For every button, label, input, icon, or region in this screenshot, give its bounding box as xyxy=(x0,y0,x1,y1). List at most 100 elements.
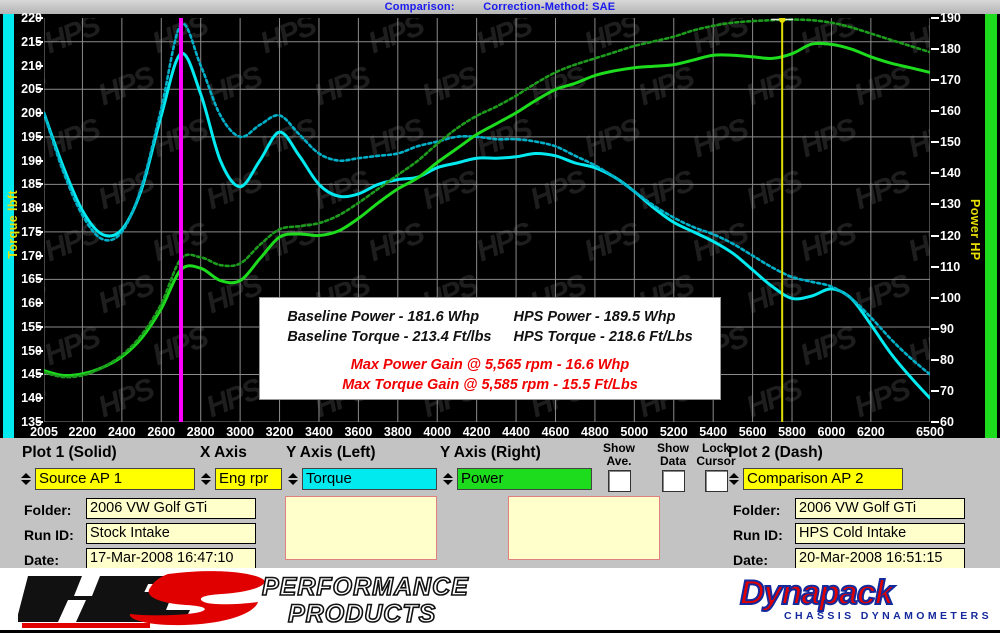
hps-tagline-line1: PERFORMANCE xyxy=(261,573,469,602)
checkbox-show-ave[interactable] xyxy=(608,470,631,492)
right-axis-color-bar xyxy=(985,14,997,438)
plot2-source-select[interactable]: Comparison AP 2 xyxy=(743,468,903,490)
x-axis-tick-label: 6200 xyxy=(856,425,885,439)
yaxis-left-header: Y Axis (Left) xyxy=(286,444,376,461)
xaxis-header: X Axis xyxy=(200,444,247,461)
x-axis-tick-label: 2005 xyxy=(30,425,58,439)
baseline-results-column: Baseline Power - 181.6 Whp Baseline Torq… xyxy=(287,307,491,347)
max-torque-gain-text: Max Torque Gain @ 5,585 rpm - 15.5 Ft/Lb… xyxy=(342,377,638,393)
dynapack-logo: Dynapack CHASSIS DYNAMOMETERS xyxy=(739,573,989,626)
max-power-gain-text: Max Power Gain @ 5,565 rpm - 16.6 Whp xyxy=(350,357,630,373)
right-axis-tick-label: 140 xyxy=(940,166,961,181)
hps-logo: PERFORMANCE PRODUCTS xyxy=(16,570,478,628)
right-axis-tick-mark xyxy=(931,421,939,423)
right-axis-tick-mark xyxy=(931,203,939,206)
dynapack-wordmark: Dynapack xyxy=(739,573,895,613)
right-axis-tick-mark xyxy=(931,141,939,144)
footer-logos: PERFORMANCE PRODUCTS Dynapack CHASSIS DY… xyxy=(0,568,1000,630)
plot2-source-spinner[interactable] xyxy=(726,468,742,490)
xaxis-spinner[interactable] xyxy=(198,468,214,490)
hps-results-column: HPS Power - 189.5 Whp HPS Torque - 218.6… xyxy=(514,307,693,347)
x-axis-tick-label: 2800 xyxy=(186,425,215,439)
yaxis-left-select[interactable]: Torque xyxy=(302,468,437,490)
chevron-up-icon xyxy=(288,473,298,478)
left-axis-tick-label: 165 xyxy=(21,272,42,287)
x-axis-tick-label: 5600 xyxy=(738,425,767,439)
x-axis-tick-label: 4200 xyxy=(462,425,491,439)
left-axis-tick-mark xyxy=(36,230,43,233)
right-axis-tick-mark xyxy=(931,79,939,82)
left-axis-tick-mark xyxy=(36,159,43,162)
right-axis-tick-mark xyxy=(931,172,939,175)
baseline-power-text: Baseline Power - 181.6 Whp xyxy=(287,309,480,325)
checkbox-label2-lock-cursor: Cursor xyxy=(696,454,736,468)
checkbox-label-show-ave: Show xyxy=(603,441,635,455)
chevron-up-icon xyxy=(729,473,739,478)
right-runid-field[interactable]: HPS Cold Intake xyxy=(795,523,965,544)
x-axis-tick-label: 3600 xyxy=(344,425,373,439)
x-axis-tick-label: 2600 xyxy=(147,425,176,439)
title-bar-text: Comparison: Correction-Method: SAE xyxy=(0,0,1000,14)
left-axis-tick-label: 205 xyxy=(21,82,42,97)
yaxis-left-spinner[interactable] xyxy=(285,468,301,490)
chevron-down-icon xyxy=(443,480,453,485)
right-date-label: Date: xyxy=(733,552,769,568)
x-axis-tick-label: 4400 xyxy=(502,425,530,439)
left-axis-tick-mark xyxy=(36,183,43,186)
left-date-label: Date: xyxy=(24,552,60,568)
left-axis-tick-mark xyxy=(36,135,43,138)
checkbox-show-data[interactable] xyxy=(662,470,685,492)
xaxis-select[interactable]: Eng rpr xyxy=(215,468,282,490)
left-axis-tick-mark xyxy=(36,112,43,115)
right-axis-tick-label: 70 xyxy=(940,383,954,398)
left-axis-tick-mark xyxy=(36,17,43,19)
left-axis-tick-mark xyxy=(36,325,43,328)
left-notes-box[interactable] xyxy=(285,496,437,560)
chevron-down-icon xyxy=(288,480,298,485)
left-folder-field[interactable]: 2006 VW Golf GTi xyxy=(86,498,256,519)
x-axis-tick-label: 4000 xyxy=(423,425,452,439)
left-axis-tick-label: 160 xyxy=(21,296,42,311)
left-axis-tick-mark xyxy=(36,397,43,400)
right-date-field[interactable]: 20-Mar-2008 16:51:15 xyxy=(795,548,965,569)
right-axis-tick-label: 190 xyxy=(940,11,961,25)
plot1-header: Plot 1 (Solid) xyxy=(22,444,117,461)
right-notes-box[interactable] xyxy=(508,496,660,560)
x-axis-tick-label: 3400 xyxy=(305,425,333,439)
control-panel: Plot 1 (Solid) X Axis Y Axis (Left) Y Ax… xyxy=(0,438,1000,569)
yaxis-right-spinner[interactable] xyxy=(440,468,456,490)
right-axis-tick-mark xyxy=(931,327,939,330)
left-axis-tick-mark xyxy=(36,64,43,67)
left-axis-tick-label: 200 xyxy=(21,106,42,121)
plot2-header: Plot 2 (Dash) xyxy=(728,444,823,461)
left-runid-label: Run ID: xyxy=(24,527,74,543)
checkbox-lock-cursor[interactable] xyxy=(705,470,728,492)
right-axis-tick-mark xyxy=(931,17,939,19)
left-axis-tick-label: 195 xyxy=(21,129,42,144)
left-axis-tick-label: 145 xyxy=(21,367,42,382)
left-axis-tick-mark xyxy=(36,88,43,91)
left-axis-tick-mark xyxy=(36,421,43,423)
left-axis-color-bar xyxy=(3,14,14,438)
cursor-marker-dot xyxy=(778,18,786,23)
right-folder-field[interactable]: 2006 VW Golf GTi xyxy=(795,498,965,519)
baseline-torque-text: Baseline Torque - 213.4 Ft/lbs xyxy=(287,329,492,345)
x-axis-tick-label: 2400 xyxy=(107,425,136,439)
right-axis-tick-mark xyxy=(931,296,939,299)
right-folder-label: Folder: xyxy=(733,502,781,518)
right-axis-tick-mark xyxy=(931,358,939,361)
x-axis-tick-label: 3200 xyxy=(265,425,294,439)
left-axis-tick-label: 170 xyxy=(21,248,42,263)
results-summary-row: Baseline Power - 181.6 Whp Baseline Torq… xyxy=(260,307,720,347)
left-folder-label: Folder: xyxy=(24,502,72,518)
series-curve xyxy=(44,52,930,400)
plot1-source-select[interactable]: Source AP 1 xyxy=(35,468,195,490)
left-runid-field[interactable]: Stock Intake xyxy=(86,523,256,544)
right-axis-tick-label: 60 xyxy=(940,415,954,429)
left-date-field[interactable]: 17-Mar-2008 16:47:10 xyxy=(86,548,256,569)
plot1-source-spinner[interactable] xyxy=(18,468,34,490)
hps-logo-mark xyxy=(16,571,265,628)
yaxis-right-select[interactable]: Power xyxy=(457,468,592,490)
left-axis-tick-mark xyxy=(36,278,43,281)
